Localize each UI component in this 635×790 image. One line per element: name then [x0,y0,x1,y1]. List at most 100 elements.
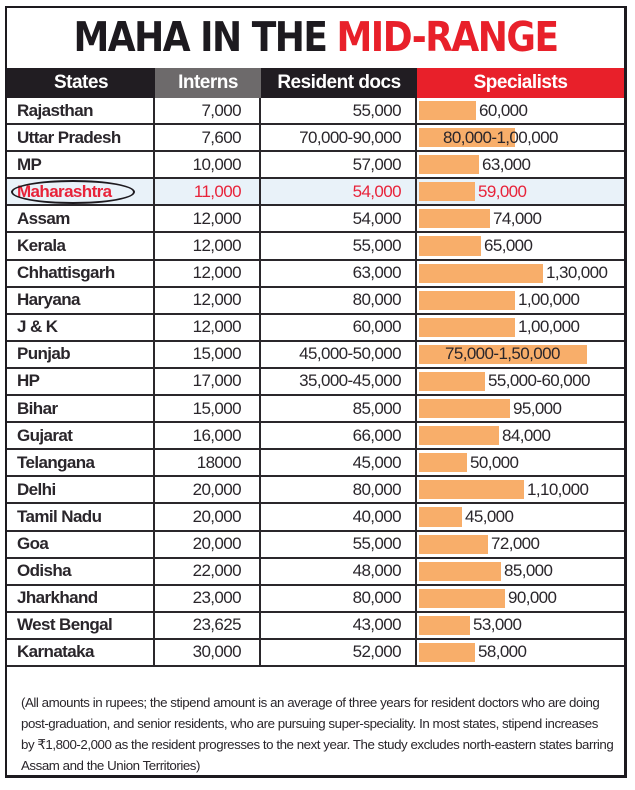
table-row: West Bengal 23,625 43,000 53,000 [7,612,624,640]
resident-docs-cell: 45,000-50,000 [261,341,417,367]
specialists-bar [419,371,485,392]
specialists-value: 50,000 [470,452,519,472]
specialists-cell: 95,000 [417,396,624,421]
table-row: Assam 12,000 54,000 74,000 [7,206,624,234]
resident-docs-cell: 48,000 [261,558,417,584]
table-row: Odisha 22,000 48,000 85,000 [7,558,624,586]
specialists-value: 75,000-1,50,000 [445,344,560,364]
interns-cell: 30,000 [155,639,261,665]
state-name: Punjab [17,344,71,364]
resident-docs-cell: 52,000 [261,639,417,665]
state-cell: Goa [7,531,155,557]
specialists-value: 90,000 [508,588,557,608]
specialists-cell: 58,000 [417,640,624,665]
interns-cell: 12,000 [155,206,261,232]
specialists-cell: 53,000 [417,613,624,638]
specialists-cell: 65,000 [417,233,624,258]
resident-docs-cell: 35,000-45,000 [261,368,417,395]
specialists-bar [419,399,510,419]
specialists-bar [419,344,587,364]
specialists-value: 85,000 [504,561,553,581]
specialists-cell: 45,000 [417,504,624,529]
infographic-frame: MAHA IN THE MID-RANGE States Interns Res… [5,6,627,778]
resident-docs-cell: 66,000 [261,423,417,449]
state-name: Goa [17,534,49,554]
table-row: Haryana 12,000 80,000 1,00,000 [7,287,624,315]
specialists-bar [419,155,479,175]
state-name: Odisha [17,561,72,581]
specialists-cell: 85,000 [417,559,624,584]
state-name: Gujarat [17,425,73,445]
specialists-bar [419,209,490,229]
state-cell: Punjab [7,341,155,367]
specialists-cell: 90,000 [417,586,624,611]
specialists-bar [419,534,488,554]
table-row: MP 10,000 57,000 63,000 [7,152,624,180]
specialists-cell: 59,000 [417,179,624,204]
specialists-value: 1,10,000 [527,479,589,499]
specialists-bar [419,426,499,446]
table-row: Telangana 18000 45,000 50,000 [7,450,624,478]
specialists-cell: 80,000-1,00,000 [417,125,624,150]
specialists-cell: 74,000 [417,206,624,231]
state-name: J & K [17,317,58,337]
specialists-cell: 63,000 [417,152,624,177]
specialists-value: 60,000 [479,100,528,120]
state-name: Assam [17,208,70,228]
specialists-bar [419,128,515,148]
interns-cell: 22,000 [155,558,261,584]
specialists-cell: 1,00,000 [417,288,624,313]
table-row: HP 17,000 35,000-45,000 55,000-60,000 [7,368,624,397]
state-cell: HP [7,368,155,395]
specialists-bar [419,588,505,608]
state-name: Kerala [17,236,66,256]
state-name: Tamil Nadu [17,506,102,526]
state-name: Karnataka [17,642,94,662]
highlight-ellipse [11,180,135,205]
specialists-value: 74,000 [493,208,542,228]
table-row: Goa 20,000 55,000 72,000 [7,531,624,559]
interns-cell: 17,000 [155,368,261,395]
resident-docs-cell: 80,000 [261,477,417,503]
specialists-bar [419,642,475,662]
state-cell: Assam [7,206,155,232]
specialists-value: 80,000-1,00,000 [443,127,558,147]
state-cell: Bihar [7,396,155,422]
table-row: Jharkhand 23,000 80,000 90,000 [7,585,624,613]
specialists-cell: 55,000-60,000 [417,369,624,394]
interns-cell: 12,000 [155,287,261,313]
interns-cell: 7,000 [155,98,261,124]
resident-docs-cell: 43,000 [261,612,417,638]
interns-cell: 12,000 [155,314,261,340]
specialists-value: 58,000 [478,642,527,662]
table-row: Rajasthan 7,000 55,000 60,000 [7,98,624,126]
state-cell: Uttar Pradesh [7,125,155,151]
column-header-states: States [53,72,109,93]
resident-docs-cell: 85,000 [261,396,417,422]
specialists-value: 59,000 [478,181,527,201]
state-cell: Delhi [7,477,155,503]
specialists-value: 1,00,000 [518,317,580,337]
resident-docs-cell: 55,000 [261,98,417,124]
resident-docs-cell: 40,000 [261,504,417,530]
specialists-value: 63,000 [482,154,531,174]
table-row: Bihar 15,000 85,000 95,000 [7,396,624,424]
title-dark-part: MAHA IN THE [73,13,328,61]
state-cell: Rajasthan [7,98,155,124]
interns-cell: 10,000 [155,152,261,178]
column-header-resident-docs: Resident docs [277,72,401,93]
specialists-value: 55,000-60,000 [488,371,590,391]
specialists-value: 1,00,000 [518,290,580,310]
specialists-bar [419,480,524,500]
resident-docs-cell: 80,000 [261,287,417,313]
state-cell: Odisha [7,558,155,584]
resident-docs-cell: 54,000 [261,206,417,232]
specialists-cell: 1,00,000 [417,315,624,340]
interns-cell: 16,000 [155,423,261,449]
specialists-value: 95,000 [513,398,562,418]
table-row: Delhi 20,000 80,000 1,10,000 [7,477,624,505]
specialists-value: 72,000 [491,534,540,554]
state-cell: J & K [7,314,155,340]
table-row: Tamil Nadu 20,000 40,000 45,000 [7,504,624,532]
state-cell: Telangana [7,450,155,476]
